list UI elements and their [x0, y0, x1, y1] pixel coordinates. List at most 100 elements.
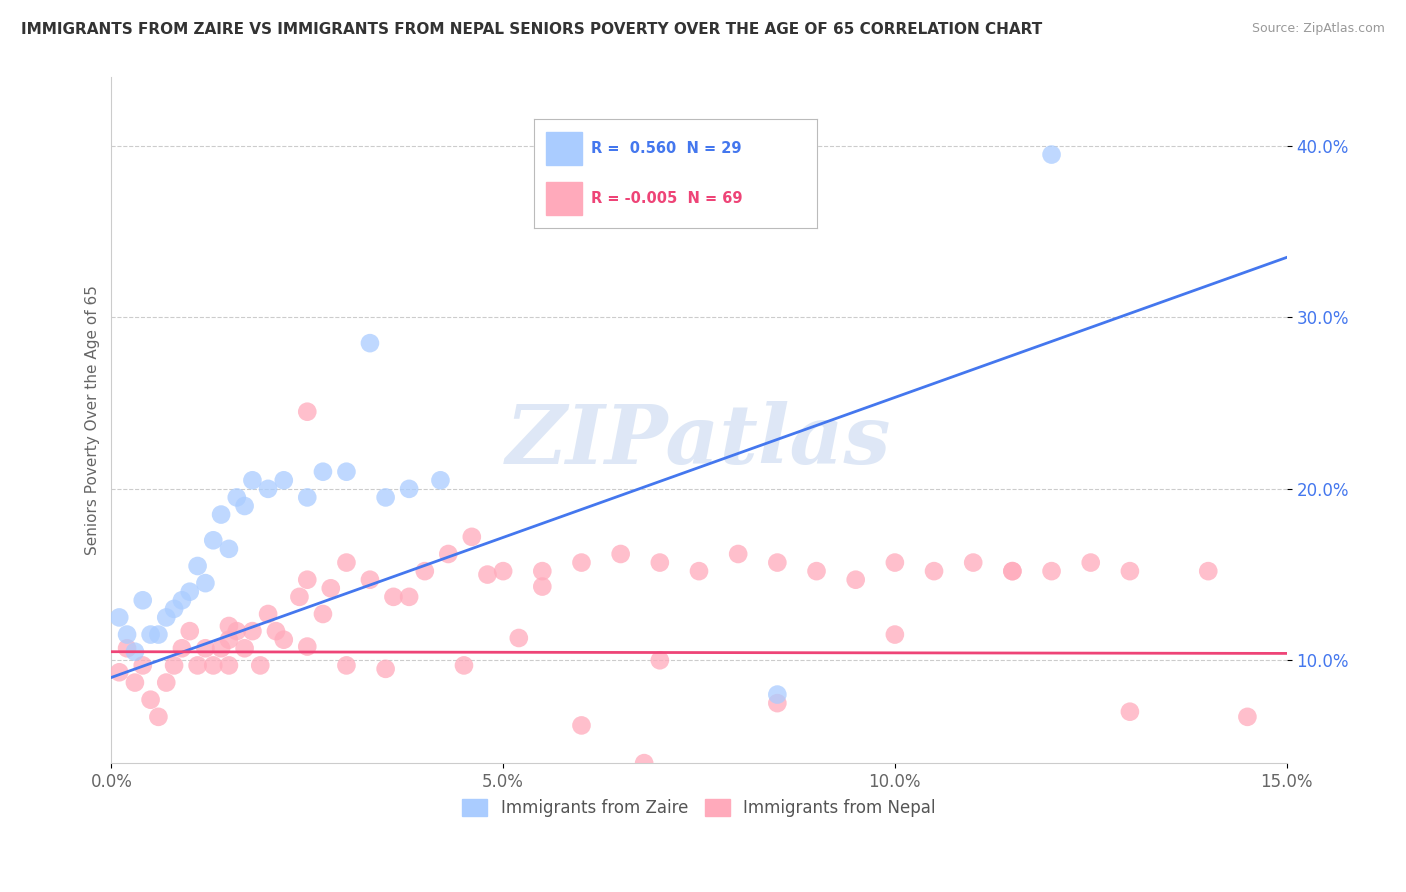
- Point: [115, 627, 138, 641]
- Point: [202, 533, 225, 548]
- Point: [233, 499, 256, 513]
- Point: [288, 590, 311, 604]
- Point: [1119, 705, 1142, 719]
- Point: [108, 610, 131, 624]
- Point: [124, 675, 146, 690]
- Point: [766, 696, 789, 710]
- Point: [1040, 564, 1063, 578]
- Point: [242, 624, 264, 639]
- Point: [374, 491, 396, 505]
- Point: [155, 675, 177, 690]
- Point: [1001, 564, 1024, 578]
- Point: [688, 564, 710, 578]
- Point: [312, 607, 335, 621]
- Point: [648, 556, 671, 570]
- Point: [132, 658, 155, 673]
- Point: [218, 658, 240, 673]
- Point: [297, 491, 319, 505]
- Point: [845, 573, 868, 587]
- Y-axis label: Seniors Poverty Over the Age of 65: Seniors Poverty Over the Age of 65: [86, 285, 100, 555]
- Point: [218, 632, 240, 647]
- Point: [398, 482, 420, 496]
- Point: [264, 624, 287, 639]
- Point: [257, 607, 280, 621]
- Point: [962, 556, 984, 570]
- Point: [242, 473, 264, 487]
- Point: [187, 559, 209, 574]
- Point: [648, 653, 671, 667]
- Point: [257, 482, 280, 496]
- Point: [297, 640, 319, 654]
- Point: [194, 576, 217, 591]
- Point: [1197, 564, 1219, 578]
- Point: [453, 658, 475, 673]
- Point: [359, 573, 381, 587]
- Point: [571, 556, 593, 570]
- Point: [218, 619, 240, 633]
- Point: [139, 627, 162, 641]
- Point: [148, 627, 170, 641]
- Point: [132, 593, 155, 607]
- Point: [382, 590, 405, 604]
- Point: [249, 658, 271, 673]
- Point: [335, 556, 357, 570]
- Point: [492, 564, 515, 578]
- Point: [1119, 564, 1142, 578]
- Point: [218, 541, 240, 556]
- Point: [179, 624, 201, 639]
- Point: [297, 573, 319, 587]
- Text: ZIPatlas: ZIPatlas: [506, 401, 891, 481]
- Point: [806, 564, 828, 578]
- Point: [194, 641, 217, 656]
- Point: [273, 632, 295, 647]
- Point: [1001, 564, 1024, 578]
- Point: [477, 567, 499, 582]
- Point: [633, 756, 655, 771]
- Point: [148, 710, 170, 724]
- Point: [209, 641, 232, 656]
- Point: [163, 658, 186, 673]
- Point: [437, 547, 460, 561]
- Point: [727, 547, 749, 561]
- Point: [163, 602, 186, 616]
- Point: [297, 405, 319, 419]
- Point: [413, 564, 436, 578]
- Point: [170, 593, 193, 607]
- Point: [115, 641, 138, 656]
- Point: [1080, 556, 1102, 570]
- Point: [531, 580, 554, 594]
- Point: [139, 692, 162, 706]
- Point: [883, 627, 905, 641]
- Point: [225, 624, 247, 639]
- Legend: Immigrants from Zaire, Immigrants from Nepal: Immigrants from Zaire, Immigrants from N…: [456, 792, 942, 823]
- Point: [187, 658, 209, 673]
- Point: [170, 641, 193, 656]
- Point: [179, 584, 201, 599]
- Point: [766, 556, 789, 570]
- Point: [374, 662, 396, 676]
- Point: [335, 658, 357, 673]
- Point: [273, 473, 295, 487]
- Point: [319, 582, 342, 596]
- Point: [312, 465, 335, 479]
- Point: [124, 645, 146, 659]
- Point: [883, 556, 905, 570]
- Point: [461, 530, 484, 544]
- Point: [202, 658, 225, 673]
- Point: [508, 631, 530, 645]
- Point: [155, 610, 177, 624]
- Point: [571, 718, 593, 732]
- Text: IMMIGRANTS FROM ZAIRE VS IMMIGRANTS FROM NEPAL SENIORS POVERTY OVER THE AGE OF 6: IMMIGRANTS FROM ZAIRE VS IMMIGRANTS FROM…: [21, 22, 1042, 37]
- Point: [233, 641, 256, 656]
- Point: [922, 564, 945, 578]
- Point: [225, 491, 247, 505]
- Point: [209, 508, 232, 522]
- Point: [531, 564, 554, 578]
- Point: [359, 336, 381, 351]
- Point: [335, 465, 357, 479]
- Point: [1040, 147, 1063, 161]
- Point: [108, 665, 131, 680]
- Point: [398, 590, 420, 604]
- Point: [1236, 710, 1258, 724]
- Point: [609, 547, 631, 561]
